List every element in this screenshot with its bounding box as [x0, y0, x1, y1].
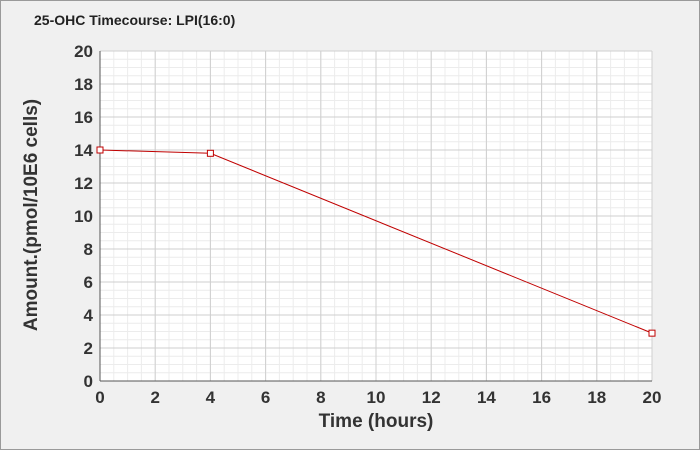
x-tick-label: 2 — [150, 388, 159, 407]
y-tick-label: 14 — [74, 141, 93, 160]
y-tick-label: 6 — [84, 273, 93, 292]
x-tick-label: 4 — [206, 388, 216, 407]
x-tick-label: 6 — [261, 388, 270, 407]
y-tick-label: 20 — [74, 42, 93, 61]
y-axis-title: Amount.(pmol/10E6 cells) — [21, 99, 42, 331]
y-tick-label: 8 — [84, 240, 93, 259]
x-tick-label: 8 — [316, 388, 325, 407]
chart-title: 25-OHC Timecourse: LPI(16:0) — [34, 12, 236, 28]
x-tick-label: 0 — [95, 388, 104, 407]
data-point-marker — [206, 149, 214, 157]
x-tick-label: 10 — [367, 388, 386, 407]
y-tick-label: 0 — [84, 372, 93, 391]
x-tick-label: 14 — [477, 388, 496, 407]
y-tick-label: 4 — [84, 306, 94, 325]
y-tick-label: 2 — [84, 339, 93, 358]
y-tick-label: 12 — [74, 174, 93, 193]
x-axis-title: Time (hours) — [319, 411, 434, 432]
data-point-marker — [648, 329, 656, 337]
y-tick-label: 16 — [74, 108, 93, 127]
x-tick-label: 16 — [532, 388, 551, 407]
y-tick-label: 18 — [74, 75, 93, 94]
x-tick-label: 12 — [422, 388, 441, 407]
x-tick-label: 20 — [643, 388, 662, 407]
y-tick-label: 10 — [74, 207, 93, 226]
data-point-marker — [96, 146, 104, 154]
x-tick-label: 18 — [587, 388, 606, 407]
